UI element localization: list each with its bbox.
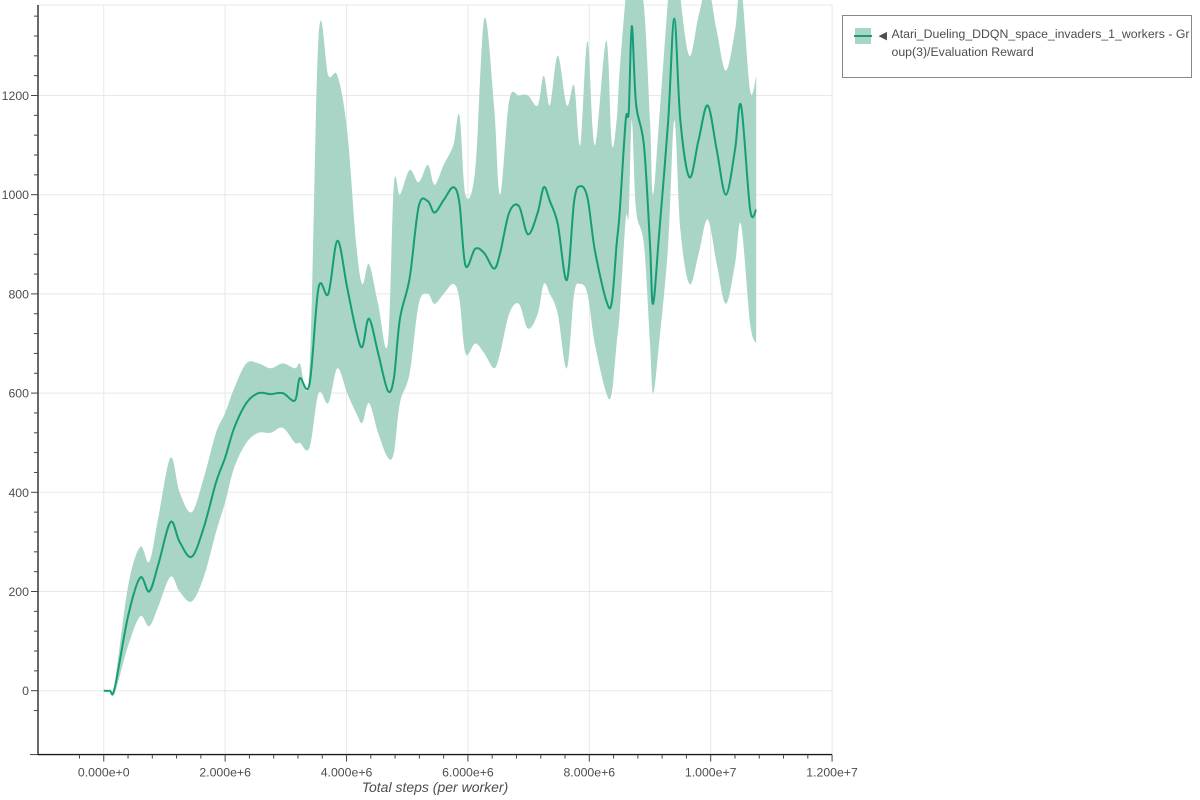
svg-text:800: 800 xyxy=(8,287,29,301)
svg-text:0.000e+0: 0.000e+0 xyxy=(78,766,130,780)
svg-text:200: 200 xyxy=(8,585,29,599)
svg-text:2.000e+6: 2.000e+6 xyxy=(199,766,251,780)
svg-text:1200: 1200 xyxy=(2,89,30,103)
svg-text:600: 600 xyxy=(8,387,29,401)
svg-text:0: 0 xyxy=(22,684,29,698)
svg-text:6.000e+6: 6.000e+6 xyxy=(442,766,494,780)
svg-text:1.000e+7: 1.000e+7 xyxy=(685,766,737,780)
svg-text:1000: 1000 xyxy=(2,188,30,202)
svg-text:4.000e+6: 4.000e+6 xyxy=(321,766,373,780)
svg-text:8.000e+6: 8.000e+6 xyxy=(563,766,615,780)
svg-text:400: 400 xyxy=(8,486,29,500)
svg-text:1.200e+7: 1.200e+7 xyxy=(806,766,858,780)
